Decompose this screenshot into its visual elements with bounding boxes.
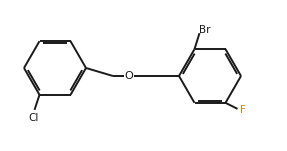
Text: F: F: [240, 105, 245, 115]
Text: Cl: Cl: [28, 113, 39, 123]
Text: O: O: [125, 71, 133, 81]
Text: Br: Br: [199, 25, 210, 35]
